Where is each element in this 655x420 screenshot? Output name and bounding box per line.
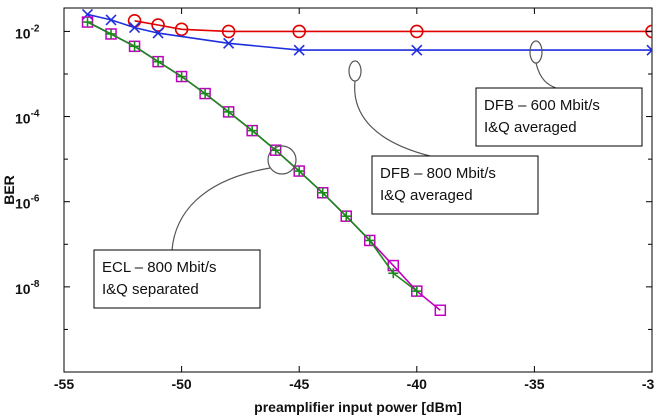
annotation-box (371, 155, 539, 215)
data-point-plus (247, 125, 258, 136)
annotation-text: ECL – 800 Mbit/s (102, 259, 217, 276)
annotation-text: DFB – 600 Mbit/s (484, 97, 600, 114)
annotation-leader (171, 167, 271, 251)
data-point-square (434, 304, 447, 317)
y-tick-label: 10-4 (15, 109, 40, 127)
x-tick-label: -45 (289, 376, 309, 392)
data-point-plus (411, 286, 422, 297)
annotation-box (93, 249, 261, 309)
series-line (87, 13, 652, 51)
data-point-circle (221, 24, 236, 39)
annotation-box (475, 87, 643, 147)
data-point-plus (153, 56, 164, 67)
series-1 (81, 8, 652, 56)
x-tick-label: -30 (642, 376, 655, 392)
series-layer (81, 8, 652, 317)
annotation-leader (354, 80, 431, 157)
x-stroke (152, 27, 164, 39)
x-tick-label: -40 (407, 376, 427, 392)
y-tick-label: 10-8 (15, 279, 40, 297)
x-stroke (411, 44, 423, 56)
data-point-x (105, 14, 117, 26)
annotation-leader (535, 62, 557, 89)
annotation-text: DFB – 800 Mbit/s (380, 165, 496, 182)
y-tick-label: 10-6 (15, 194, 40, 212)
annotation-2: ECL – 800 Mbit/s I&Q separated (93, 145, 297, 309)
x-stroke (128, 22, 141, 34)
x-stroke (105, 14, 117, 26)
annotation-ring (529, 40, 543, 64)
data-point-plus (200, 88, 211, 99)
data-point-x (646, 44, 652, 56)
data-point-plus (106, 28, 117, 39)
data-point-plus (176, 71, 187, 82)
x-stroke (223, 37, 235, 49)
data-point-plus (129, 41, 140, 52)
data-point-plus (364, 235, 375, 246)
annotation-0: DFB – 600 Mbit/s I&Q averaged (475, 40, 643, 147)
x-stroke (646, 44, 652, 52)
data-point-plus (341, 211, 352, 222)
data-point-circle (151, 18, 165, 32)
x-stroke (646, 49, 652, 56)
annotation-text: I&Q averaged (380, 187, 473, 204)
data-point-plus (82, 17, 93, 28)
data-point-plus (294, 166, 305, 177)
data-point-plus (317, 187, 328, 198)
annotation-ring (348, 60, 362, 82)
data-point-plus (223, 106, 234, 117)
data-point-x (152, 27, 164, 39)
x-tick-label: -55 (54, 376, 74, 392)
x-tick-label: -50 (171, 376, 191, 392)
series-3 (82, 17, 422, 297)
data-point-plus (388, 268, 399, 279)
x-tick-label: -35 (524, 376, 544, 392)
plot-area (63, 7, 653, 373)
annotation-ring (267, 145, 297, 175)
y-tick-label: 10-2 (15, 23, 40, 41)
annotation-text: I&Q separated (102, 281, 199, 298)
x-axis-label: preamplifier input power [dBm] (254, 399, 462, 415)
series-line (134, 20, 652, 33)
annotation-text: I&Q averaged (484, 119, 577, 136)
annotation-1: DFB – 800 Mbit/s I&Q averaged (348, 60, 539, 215)
x-stroke (293, 44, 305, 56)
data-point-x (223, 37, 235, 49)
data-point-circle (292, 24, 307, 39)
data-point-x (293, 44, 305, 56)
axis-layer: -55 -50 -45 -40 -35 -30 10-2 10-4 10-6 10-8 preamp… (1, 8, 655, 415)
y-axis-label: BER (1, 175, 17, 205)
data-point-x (411, 44, 423, 56)
data-point-circle (174, 22, 189, 37)
data-point-circle (409, 24, 424, 39)
plot-frame (63, 7, 653, 373)
data-point-x (128, 22, 141, 34)
